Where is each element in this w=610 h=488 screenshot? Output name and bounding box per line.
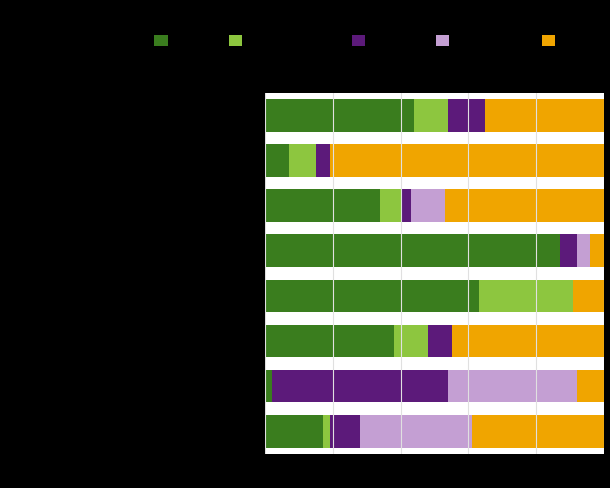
Bar xyxy=(445,189,604,222)
Bar xyxy=(265,144,289,177)
Bar xyxy=(577,370,604,403)
Bar xyxy=(265,370,272,403)
Bar xyxy=(265,325,394,357)
Bar xyxy=(265,99,414,132)
Bar xyxy=(472,415,604,447)
Bar xyxy=(590,234,604,267)
Bar xyxy=(381,189,401,222)
Bar xyxy=(414,99,448,132)
Bar xyxy=(401,189,411,222)
Bar xyxy=(394,325,428,357)
Bar xyxy=(329,415,360,447)
Bar xyxy=(265,415,323,447)
Bar xyxy=(289,144,316,177)
Bar xyxy=(265,234,560,267)
Bar xyxy=(272,370,448,403)
Bar xyxy=(479,280,573,312)
Bar xyxy=(329,144,604,177)
Bar xyxy=(316,144,329,177)
Bar xyxy=(573,280,604,312)
Bar xyxy=(428,325,451,357)
Bar xyxy=(451,325,604,357)
Bar xyxy=(265,189,381,222)
Bar xyxy=(323,415,329,447)
Bar xyxy=(560,234,577,267)
Bar xyxy=(360,415,472,447)
Bar xyxy=(448,370,577,403)
Bar xyxy=(411,189,445,222)
Legend: Aphids, Sciaridae spp., Whitefly, Spider mite, Thrips: Aphids, Sciaridae spp., Whitefly, Spider… xyxy=(149,30,608,53)
Bar xyxy=(265,280,479,312)
Bar xyxy=(486,99,604,132)
Bar xyxy=(577,234,590,267)
Bar xyxy=(448,99,486,132)
